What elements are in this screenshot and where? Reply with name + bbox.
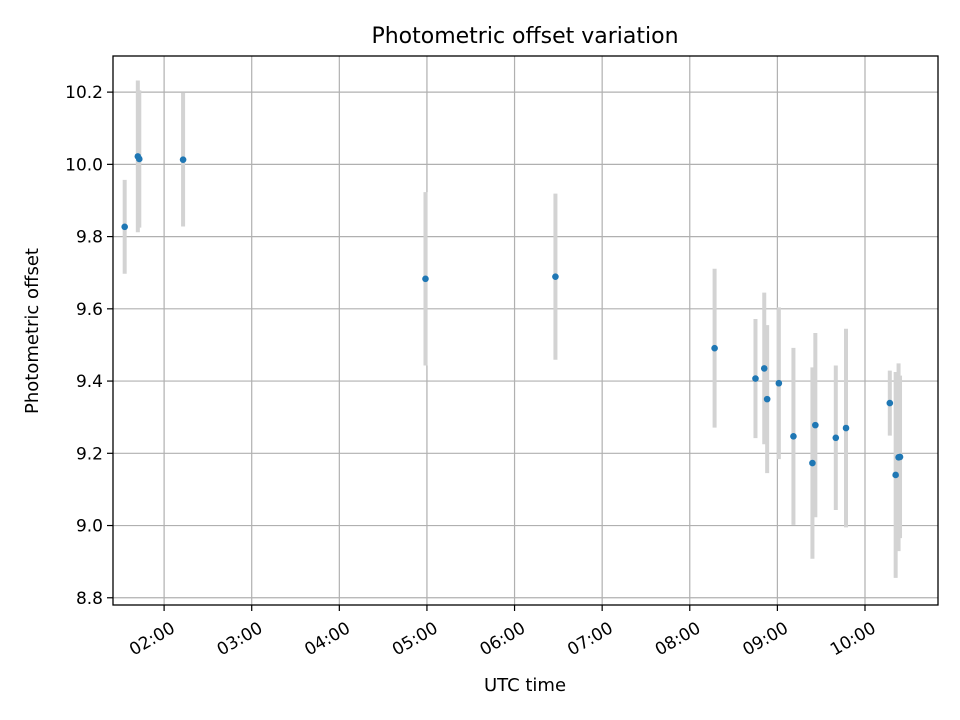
data-point <box>121 223 128 231</box>
y-tick-label: 9.0 <box>76 517 103 537</box>
x-tick-label: 08:00 <box>652 618 704 660</box>
data-point <box>832 434 840 442</box>
y-tick-label: 8.8 <box>76 589 103 609</box>
y-tick-label: 9.8 <box>76 228 103 248</box>
plot-frame <box>112 55 939 606</box>
x-tick-label: 09:00 <box>739 618 791 660</box>
data-point <box>896 453 904 461</box>
y-tick-label: 9.2 <box>76 444 103 464</box>
data-point <box>552 273 559 280</box>
x-tick-label: 02:00 <box>126 618 178 660</box>
data-points <box>121 153 904 479</box>
chart-title: Photometric offset variation <box>371 24 678 49</box>
x-tick-label: 07:00 <box>564 618 616 660</box>
data-point <box>812 421 819 429</box>
data-point <box>886 399 894 407</box>
grid <box>113 56 938 605</box>
x-axis-ticks: 02:00 03:00 04:00 05:00 06:00 07:00 08:00 09:00… <box>126 605 879 660</box>
y-tick-label: 9.6 <box>76 300 103 320</box>
data-point <box>752 375 759 382</box>
data-point <box>135 155 143 163</box>
x-tick-label: 06:00 <box>477 618 529 660</box>
error-bars <box>122 80 903 578</box>
data-point <box>711 344 718 352</box>
x-tick-label: 03:00 <box>214 618 266 660</box>
x-tick-label: 05:00 <box>389 618 441 660</box>
data-point <box>809 459 816 467</box>
data-point <box>775 379 783 387</box>
data-point <box>892 471 899 479</box>
y-tick-label: 10.2 <box>65 83 103 103</box>
data-point <box>763 395 771 403</box>
data-point <box>179 156 187 163</box>
data-point <box>760 365 768 372</box>
x-tick-label: 04:00 <box>301 618 353 660</box>
x-axis-label: UTC time <box>484 675 566 696</box>
data-point <box>422 275 429 283</box>
y-axis-label: Photometric offset <box>22 248 43 414</box>
y-tick-label: 9.4 <box>76 372 103 392</box>
data-point <box>790 433 797 440</box>
data-point <box>842 424 850 432</box>
y-tick-label: 10.0 <box>65 155 103 175</box>
x-tick-label: 10:00 <box>827 618 879 660</box>
y-axis-ticks: 8.8 9.0 9.2 9.4 9.6 9.8 10.0 10.2 <box>65 83 113 609</box>
